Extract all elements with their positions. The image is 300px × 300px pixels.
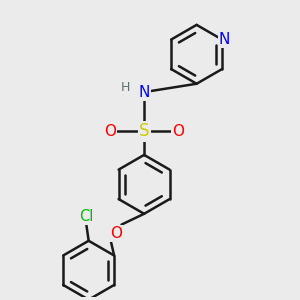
Text: H: H: [121, 81, 130, 94]
Text: O: O: [104, 124, 116, 139]
Text: Cl: Cl: [79, 209, 93, 224]
Text: O: O: [110, 226, 122, 241]
Text: N: N: [138, 85, 150, 100]
Text: O: O: [172, 124, 184, 139]
Text: N: N: [219, 32, 230, 47]
Text: S: S: [139, 122, 149, 140]
